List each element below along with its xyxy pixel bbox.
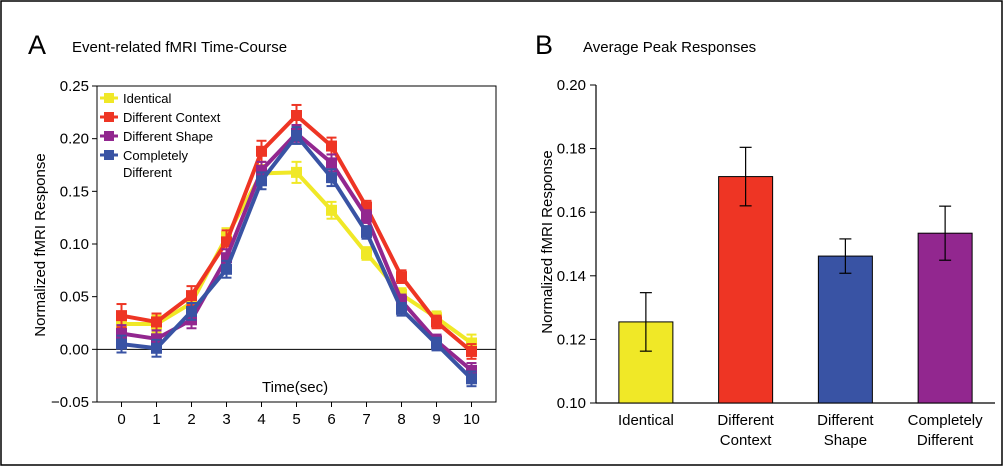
legend-label: Identical xyxy=(123,91,172,106)
panel-b-y-tick-label: 0.14 xyxy=(557,268,586,285)
data-point xyxy=(326,157,337,169)
data-point xyxy=(151,342,162,354)
legend-label: Different Context xyxy=(123,110,221,125)
panel-a-title: Event-related fMRI Time-Course xyxy=(72,39,287,56)
data-point xyxy=(256,175,267,187)
panel-b-title: Average Peak Responses xyxy=(583,39,756,56)
data-point xyxy=(431,316,442,328)
data-point xyxy=(466,373,477,385)
data-point xyxy=(326,140,337,152)
panel-a-x-tick-label: 7 xyxy=(362,411,370,428)
panel-b-y-tick-label: 0.10 xyxy=(557,395,586,412)
panel-a-y-tick-label: 0.05 xyxy=(60,289,89,306)
panel-a-y-tick-label: 0.15 xyxy=(60,183,89,200)
legend-marker xyxy=(104,150,114,160)
series-different-context xyxy=(116,103,477,360)
category-label: Completely xyxy=(908,412,984,429)
panel-a-x-tick-label: 8 xyxy=(397,411,405,428)
category-label: Different xyxy=(717,412,774,429)
panel-b-y-tick-label: 0.12 xyxy=(557,331,586,348)
panel-b-peak-responses: B Average Peak Responses Normalized fMRI… xyxy=(535,30,995,449)
data-point xyxy=(361,247,372,259)
panel-a-x-tick-label: 10 xyxy=(463,411,480,428)
panel-b-y-tick-label: 0.20 xyxy=(557,77,586,94)
data-point xyxy=(361,201,372,213)
panel-a-x-tick-label: 5 xyxy=(292,411,300,428)
panel-a-letter: A xyxy=(28,30,46,60)
category-label: Context xyxy=(720,432,773,449)
data-point xyxy=(431,338,442,350)
data-point xyxy=(361,226,372,238)
panel-a-y-tick-label: 0.20 xyxy=(60,131,89,148)
data-point xyxy=(186,290,197,302)
data-point xyxy=(221,263,232,275)
panel-a-x-tick-label: 9 xyxy=(432,411,440,428)
category-label: Different xyxy=(817,412,874,429)
data-point xyxy=(256,145,267,157)
data-point xyxy=(151,316,162,328)
legend-label: Different Shape xyxy=(123,129,213,144)
panel-a-x-tick-label: 3 xyxy=(222,411,230,428)
category-label: Shape xyxy=(824,432,867,449)
legend-marker xyxy=(104,93,114,103)
bar-completely-different xyxy=(917,232,973,404)
data-point xyxy=(396,271,407,283)
panel-a-y-tick-label: 0.10 xyxy=(60,236,89,253)
data-point xyxy=(151,333,162,345)
data-point xyxy=(221,236,232,248)
panel-b-y-tick-label: 0.18 xyxy=(557,141,586,158)
panel-a-x-tick-label: 6 xyxy=(327,411,335,428)
data-point xyxy=(326,204,337,216)
panel-b-y-axis-label: Normalized fMRI Response xyxy=(539,150,556,333)
panel-a-plot-area: −0.05 0.00 0.05 0.10 0.15 0.20 0.25 0 1 2 3 4 5 6 7 8 9 1… xyxy=(51,78,497,428)
data-point xyxy=(256,164,267,176)
bar-different-context xyxy=(718,176,774,404)
panel-a-legend: Identical Different Context Different Shap… xyxy=(100,91,221,180)
data-point xyxy=(221,252,232,264)
data-point xyxy=(466,337,477,349)
data-point xyxy=(326,172,337,184)
panel-b-y-tick-label: 0.16 xyxy=(557,204,586,221)
data-point xyxy=(466,345,477,357)
data-point xyxy=(291,109,302,121)
series-completely-different xyxy=(116,126,477,388)
data-point xyxy=(116,310,127,322)
legend-marker xyxy=(104,112,114,122)
category-label: Identical xyxy=(618,412,674,429)
panel-a-y-tick-label: −0.05 xyxy=(51,394,89,411)
data-point xyxy=(116,328,127,340)
panel-a-y-tick-label: 0.25 xyxy=(60,78,89,95)
data-point xyxy=(291,166,302,178)
panel-a-time-course: A Event-related fMRI Time-Course Normali… xyxy=(28,30,497,428)
data-point xyxy=(116,338,127,350)
panel-a-x-tick-label: 0 xyxy=(117,411,125,428)
data-point xyxy=(466,364,477,376)
legend-label: Completely xyxy=(123,148,189,163)
panel-a-x-tick-label: 4 xyxy=(257,411,265,428)
data-point xyxy=(396,295,407,307)
bar-different-shape xyxy=(817,255,873,404)
legend-label: Different xyxy=(123,165,172,180)
data-point xyxy=(291,130,302,142)
panel-a-x-axis-label: Time(sec) xyxy=(262,379,328,396)
panel-b-letter: B xyxy=(535,30,553,60)
category-label: Different xyxy=(917,432,974,449)
data-point xyxy=(361,211,372,223)
data-point xyxy=(396,303,407,315)
panel-a-y-tick-label: 0.00 xyxy=(60,341,89,358)
panel-a-x-tick-label: 1 xyxy=(152,411,160,428)
panel-a-y-axis-label: Normalized fMRI Response xyxy=(32,153,49,336)
data-point xyxy=(186,305,197,317)
legend-marker xyxy=(104,131,114,141)
panel-a-x-tick-label: 2 xyxy=(187,411,195,428)
panel-b-plot-area: 0.10 0.12 0.14 0.16 0.18 0.20 Identical Differe… xyxy=(557,77,995,449)
